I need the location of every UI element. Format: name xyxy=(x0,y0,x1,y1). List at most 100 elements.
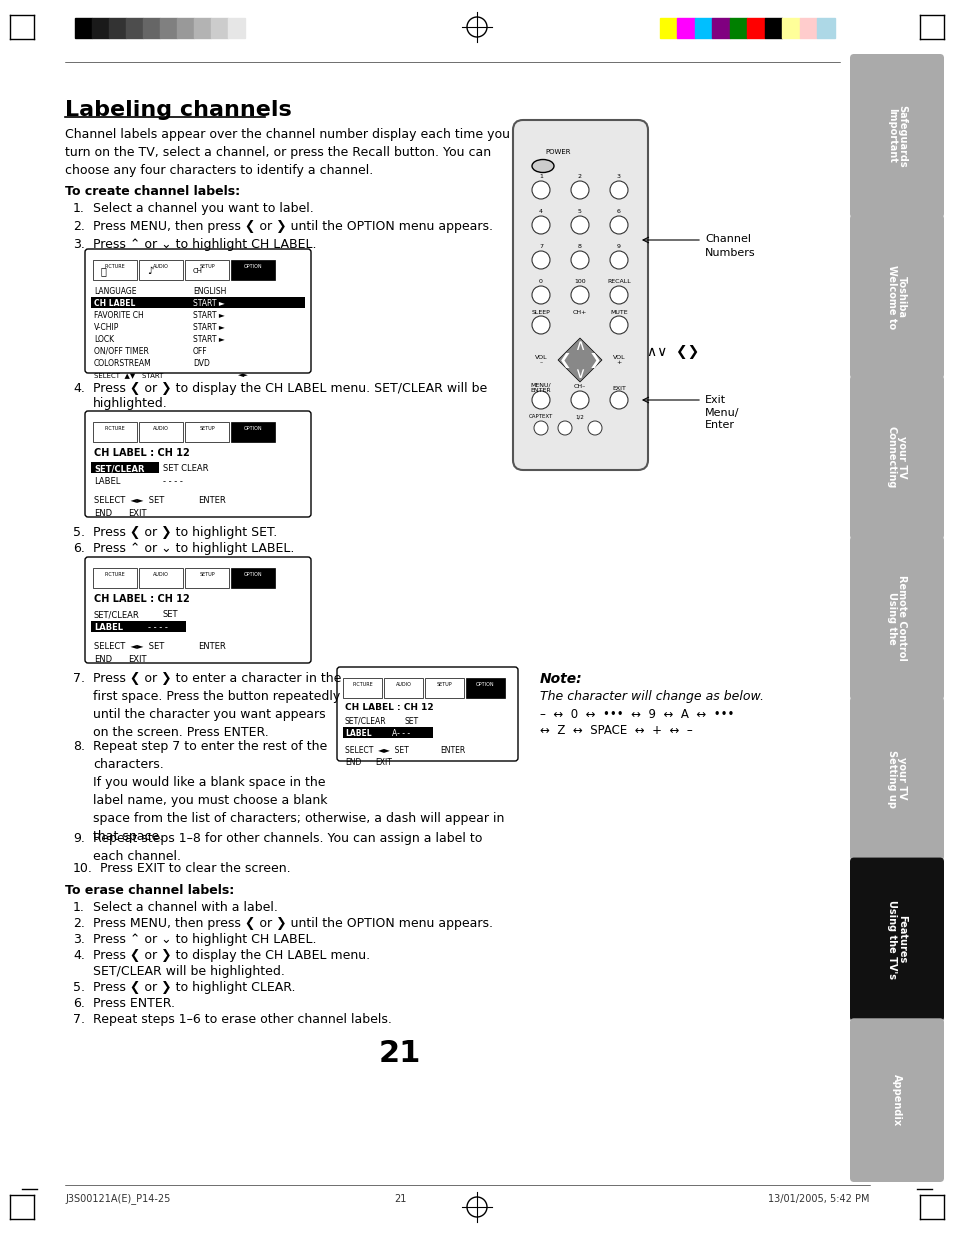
Circle shape xyxy=(609,316,627,334)
Text: 4: 4 xyxy=(538,209,542,213)
Text: Press ❮ or ❯ to display the CH LABEL menu.: Press ❮ or ❯ to display the CH LABEL men… xyxy=(92,949,370,963)
Circle shape xyxy=(532,216,550,234)
Text: SELECT  ◄►  SET: SELECT ◄► SET xyxy=(345,747,408,755)
Text: LABEL: LABEL xyxy=(345,729,372,738)
Text: ENTER: ENTER xyxy=(198,642,226,652)
Text: your TV: your TV xyxy=(896,758,906,800)
Circle shape xyxy=(609,216,627,234)
Text: SELECT  ▲▼   START: SELECT ▲▼ START xyxy=(94,373,163,379)
Text: Appendix: Appendix xyxy=(891,1074,901,1127)
FancyBboxPatch shape xyxy=(85,557,311,663)
FancyBboxPatch shape xyxy=(85,249,311,373)
Text: MENU/
ENTER: MENU/ ENTER xyxy=(530,383,551,394)
Text: LANGUAGE: LANGUAGE xyxy=(94,288,136,296)
Text: Press MENU, then press ❮ or ❯ until the OPTION menu appears.: Press MENU, then press ❮ or ❯ until the … xyxy=(92,917,493,930)
Text: SLEEP: SLEEP xyxy=(531,311,550,316)
Text: OFF: OFF xyxy=(193,347,208,355)
Text: START ►: START ► xyxy=(193,334,225,344)
Text: CH LABEL : CH 12: CH LABEL : CH 12 xyxy=(345,703,434,712)
Text: your TV: your TV xyxy=(896,436,906,479)
Text: Important: Important xyxy=(886,109,896,163)
Text: ∧∨  ❮❯: ∧∨ ❮❯ xyxy=(646,346,699,359)
Bar xyxy=(384,677,422,698)
Text: The character will change as below.: The character will change as below. xyxy=(539,690,763,703)
Text: Welcome to: Welcome to xyxy=(886,264,896,328)
Text: Safeguards: Safeguards xyxy=(896,105,906,167)
Text: PICTURE: PICTURE xyxy=(105,426,125,431)
Circle shape xyxy=(609,286,627,304)
Text: Labeling channels: Labeling channels xyxy=(65,100,292,120)
Text: Note:: Note: xyxy=(539,673,582,686)
Text: CH LABEL : CH 12: CH LABEL : CH 12 xyxy=(94,594,190,603)
Text: Channel labels appear over the channel number display each time you
turn on the : Channel labels appear over the channel n… xyxy=(65,128,510,176)
Text: Press ❮ or ❯ to enter a character in the
first space. Press the button repeatedl: Press ❮ or ❯ to enter a character in the… xyxy=(92,673,341,739)
Circle shape xyxy=(609,251,627,269)
Bar xyxy=(343,727,433,738)
Text: Using the TV's: Using the TV's xyxy=(886,900,896,979)
FancyBboxPatch shape xyxy=(849,1018,943,1182)
FancyBboxPatch shape xyxy=(849,54,943,217)
Text: 8: 8 xyxy=(578,244,581,249)
Text: Toshiba: Toshiba xyxy=(896,275,906,317)
Bar xyxy=(231,260,274,280)
Text: Press ⌃ or ⌄ to highlight CH LABEL.: Press ⌃ or ⌄ to highlight CH LABEL. xyxy=(92,238,316,251)
Text: AUDIO: AUDIO xyxy=(152,571,169,576)
Bar xyxy=(185,422,229,442)
Text: Press ❮ or ❯ to highlight SET.: Press ❮ or ❯ to highlight SET. xyxy=(92,526,277,539)
FancyBboxPatch shape xyxy=(849,375,943,539)
Text: 6: 6 xyxy=(617,209,620,213)
Text: 0: 0 xyxy=(538,279,542,284)
Text: CAPTEXT: CAPTEXT xyxy=(528,415,553,420)
Bar xyxy=(126,19,143,38)
Bar xyxy=(193,19,211,38)
Text: EXIT: EXIT xyxy=(375,758,392,768)
Text: Press MENU, then press ❮ or ❯ until the OPTION menu appears.: Press MENU, then press ❮ or ❯ until the … xyxy=(92,220,493,233)
Text: CH LABEL: CH LABEL xyxy=(94,299,135,308)
Text: Using the: Using the xyxy=(886,591,896,644)
Text: AUDIO: AUDIO xyxy=(395,681,411,686)
Text: Enter: Enter xyxy=(704,420,734,429)
Bar xyxy=(465,677,504,698)
FancyBboxPatch shape xyxy=(849,215,943,379)
Text: POWER: POWER xyxy=(544,149,570,155)
Bar xyxy=(160,19,177,38)
Text: Repeat steps 1–8 for other channels. You can assign a label to
each channel.: Repeat steps 1–8 for other channels. You… xyxy=(92,832,482,863)
Bar xyxy=(91,297,305,308)
Text: 1.: 1. xyxy=(73,901,85,914)
FancyBboxPatch shape xyxy=(849,536,943,700)
Bar xyxy=(231,422,274,442)
FancyBboxPatch shape xyxy=(849,697,943,860)
Circle shape xyxy=(532,316,550,334)
Text: 5: 5 xyxy=(578,209,581,213)
Text: 21: 21 xyxy=(378,1039,420,1069)
Text: OPTION: OPTION xyxy=(243,571,262,576)
Bar xyxy=(139,260,183,280)
Circle shape xyxy=(571,181,588,199)
Text: 2: 2 xyxy=(578,174,581,179)
Text: SELECT  ◄►  SET: SELECT ◄► SET xyxy=(94,642,164,652)
Text: AUDIO: AUDIO xyxy=(152,426,169,431)
Ellipse shape xyxy=(532,159,554,173)
Circle shape xyxy=(532,286,550,304)
Text: END: END xyxy=(94,655,112,664)
Text: 5.: 5. xyxy=(73,981,85,995)
Bar xyxy=(712,19,729,38)
Text: 13/01/2005, 5:42 PM: 13/01/2005, 5:42 PM xyxy=(768,1195,869,1204)
Text: LABEL: LABEL xyxy=(94,478,120,486)
FancyBboxPatch shape xyxy=(849,858,943,1022)
Text: ∧: ∧ xyxy=(574,338,585,353)
Text: 5.: 5. xyxy=(73,526,85,539)
Bar xyxy=(139,568,183,587)
Bar xyxy=(764,19,781,38)
Text: SETUP: SETUP xyxy=(199,426,214,431)
Text: Exit: Exit xyxy=(704,395,725,405)
Text: ❯: ❯ xyxy=(588,353,600,368)
Bar xyxy=(139,422,183,442)
Text: 7.: 7. xyxy=(73,1013,85,1025)
Text: SET/CLEAR: SET/CLEAR xyxy=(345,717,386,726)
Text: SET/CLEAR will be highlighted.: SET/CLEAR will be highlighted. xyxy=(92,965,285,979)
Text: Press ⌃ or ⌄ to highlight LABEL.: Press ⌃ or ⌄ to highlight LABEL. xyxy=(92,542,294,555)
Text: OPTION: OPTION xyxy=(243,426,262,431)
Text: SET/CLEAR: SET/CLEAR xyxy=(94,464,144,473)
Text: LABEL: LABEL xyxy=(94,623,123,632)
